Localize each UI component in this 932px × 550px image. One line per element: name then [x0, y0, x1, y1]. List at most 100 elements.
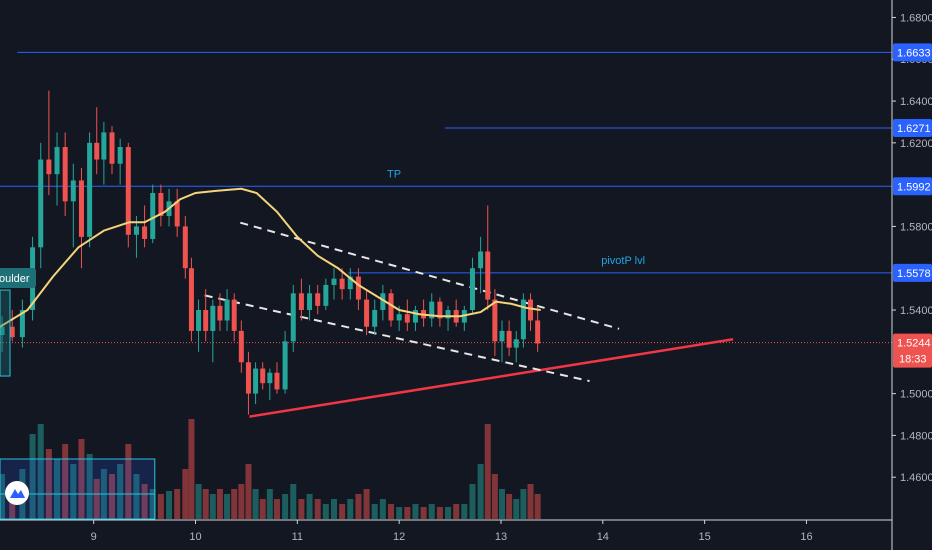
- candle-body: [150, 192, 156, 239]
- moving-average-layer: [0, 187, 541, 328]
- price-level-badge-text: 1.6271: [897, 123, 931, 135]
- volume-bar: [534, 494, 541, 519]
- y-tick-label: 1.5800: [900, 221, 932, 233]
- candle-body: [196, 310, 202, 331]
- candle-body: [267, 372, 273, 384]
- candle-body: [478, 251, 484, 269]
- tradingview-logo-icon[interactable]: [5, 481, 29, 505]
- y-tick-label: 1.6400: [900, 96, 932, 108]
- price-level-badge[interactable]: [893, 177, 932, 196]
- volume-bar: [78, 439, 85, 519]
- x-axis[interactable]: 9 10 11 12 13 14 15 16: [0, 519, 892, 543]
- volume-bar: [491, 474, 498, 519]
- volume-bar: [388, 504, 395, 519]
- price-level-badge[interactable]: [893, 43, 932, 62]
- candle-body: [224, 299, 230, 321]
- volume-bar: [266, 489, 273, 519]
- volume-bar: [54, 459, 61, 519]
- x-tick-label: 12: [393, 531, 405, 543]
- volume-bar: [0, 474, 6, 519]
- volume-bar: [259, 499, 266, 519]
- candle-body: [238, 330, 244, 363]
- volume-layer: [0, 419, 541, 519]
- candle-body: [404, 314, 410, 323]
- candle-body: [364, 299, 370, 327]
- candle-body: [203, 310, 209, 331]
- volume-bar: [174, 489, 181, 519]
- candle-body: [9, 326, 15, 338]
- price-level-badge[interactable]: [893, 118, 932, 137]
- volume-bar: [93, 479, 100, 519]
- candle-body: [380, 293, 386, 311]
- annotations-layer: oulder: [0, 268, 36, 377]
- x-tick-label: 10: [189, 531, 201, 543]
- volume-bar: [404, 507, 411, 519]
- countdown-text: 18:33: [899, 354, 927, 366]
- trendline-channel-top[interactable]: [240, 221, 620, 330]
- candle-body: [174, 201, 180, 227]
- volume-bar: [506, 494, 513, 519]
- volume-bar: [355, 494, 362, 519]
- candle-body: [253, 368, 259, 394]
- candle-body: [535, 320, 541, 344]
- volume-bar: [371, 504, 378, 519]
- candle-body: [87, 142, 93, 237]
- candle-body: [355, 276, 361, 300]
- candle-body: [499, 330, 505, 342]
- volume-bar: [117, 464, 124, 519]
- candle-body: [520, 299, 526, 340]
- volume-bar: [520, 489, 527, 519]
- candle-body: [315, 293, 321, 306]
- last-price-badge[interactable]: [893, 333, 932, 368]
- volume-bar: [188, 419, 195, 519]
- candle-body: [298, 293, 304, 311]
- annotation-label-box: [0, 268, 36, 289]
- price-level-badge[interactable]: [893, 263, 932, 282]
- candle-body: [217, 305, 223, 321]
- annotation-pattern-shape: [0, 289, 11, 377]
- candle-body: [70, 180, 76, 202]
- volume-bar: [484, 424, 491, 519]
- volume-bar: [499, 489, 506, 519]
- candle-body: [372, 310, 378, 327]
- volume-bar: [330, 499, 337, 519]
- volume-bar: [282, 494, 289, 519]
- candle-body: [158, 192, 164, 216]
- candle-body: [125, 147, 131, 235]
- candle-body: [260, 368, 266, 384]
- trendline-support[interactable]: [249, 338, 734, 418]
- volume-bar: [396, 507, 403, 519]
- volume-bar: [109, 474, 116, 519]
- candle-body: [274, 372, 280, 390]
- candle-body: [133, 226, 139, 235]
- candle-body: [109, 132, 115, 164]
- candle-body: [528, 299, 534, 321]
- volume-bar: [238, 484, 245, 519]
- candle-body: [101, 132, 107, 160]
- candle-body: [339, 278, 345, 290]
- volume-bar: [298, 499, 305, 519]
- y-tick-label: 1.6800: [900, 12, 932, 24]
- candle-body: [78, 180, 84, 237]
- last-price-badge-text: 1.5244: [897, 338, 931, 350]
- x-tick-label: 14: [597, 531, 609, 543]
- volume-bar: [141, 484, 148, 519]
- moving-average-line: [0, 187, 541, 328]
- candle-body: [323, 284, 329, 306]
- x-tick-label: 11: [292, 531, 303, 543]
- candle-body: [412, 310, 418, 323]
- volume-bar: [461, 504, 468, 519]
- candle-body: [347, 276, 353, 290]
- volume-bar: [428, 504, 435, 519]
- candle-body: [282, 341, 288, 390]
- y-axis[interactable]: 1.68001.66001.64001.62001.58001.54001.50…: [891, 0, 932, 550]
- volume-bar: [216, 489, 223, 519]
- candle-body: [46, 159, 52, 175]
- candle-body: [388, 293, 394, 321]
- volume-bar: [339, 504, 346, 519]
- annotation-label-text: oulder: [0, 273, 30, 285]
- trendline-channel-bottom[interactable]: [204, 294, 590, 383]
